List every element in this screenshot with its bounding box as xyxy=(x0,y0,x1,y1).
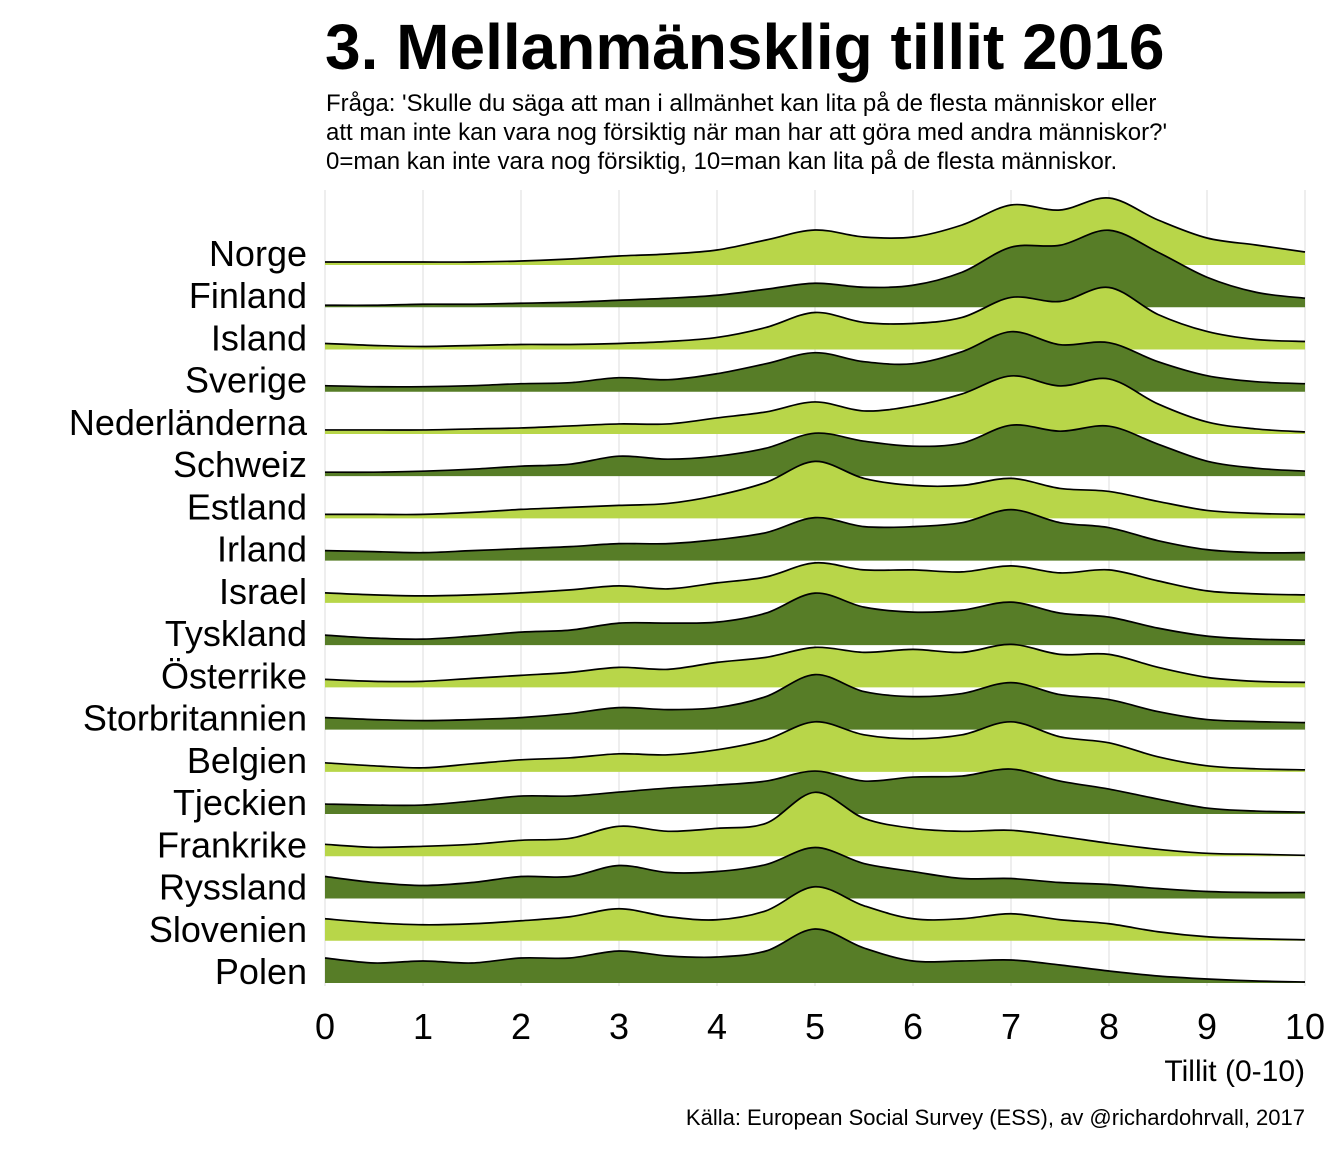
x-tick-label-1: 1 xyxy=(413,1006,433,1047)
ridge-outline-estland xyxy=(324,460,1306,516)
source-caption: Källa: European Social Survey (ESS), av … xyxy=(686,1105,1305,1130)
ridge-area-storbritannien xyxy=(325,674,1305,730)
country-label-tjeckien: Tjeckien xyxy=(173,782,307,823)
ridge-nederlanderna xyxy=(324,375,1306,434)
country-label-norge: Norge xyxy=(209,233,307,274)
country-label-slovenien: Slovenien xyxy=(149,909,307,950)
ridge-outline-tyskland xyxy=(324,592,1306,641)
chart-subtitle-line-2: att man inte kan vara nog försiktig när … xyxy=(326,119,1167,146)
country-label-storbritannien: Storbritannien xyxy=(83,698,307,739)
ridge-area-sverige xyxy=(325,331,1305,392)
ridge-israel xyxy=(324,561,1306,603)
ridge-outline-slovenien xyxy=(324,885,1306,941)
country-label-irland: Irland xyxy=(217,529,307,570)
x-axis-tick-labels: 0 1 2 3 4 5 6 7 8 9 10 xyxy=(315,1006,1325,1047)
ridge-sverige xyxy=(324,330,1306,392)
country-label-finland: Finland xyxy=(189,275,307,316)
country-label-tyskland: Tyskland xyxy=(165,613,307,654)
ridge-area-frankrike xyxy=(325,792,1305,857)
ridge-outline-sverige xyxy=(324,330,1306,388)
ridge-outline-osterrike xyxy=(324,643,1306,684)
ridge-outline-nederlanderna xyxy=(324,375,1306,433)
ridge-belgien xyxy=(324,720,1306,772)
ridge-outline-norge xyxy=(325,197,1306,263)
ridge-storbritannien xyxy=(324,673,1306,730)
x-axis-title: Tillit (0-10) xyxy=(1164,1055,1305,1088)
ridge-estland xyxy=(324,460,1306,519)
country-label-israel: Israel xyxy=(219,571,307,612)
ridge-island xyxy=(324,286,1306,350)
ridge-area-polen xyxy=(325,928,1305,983)
country-label-frankrike: Frankrike xyxy=(157,824,307,865)
country-label-polen: Polen xyxy=(215,951,307,992)
ridge-tyskland xyxy=(324,592,1306,646)
country-label-ryssland: Ryssland xyxy=(159,867,307,908)
chart-title: 3. Mellanmänsklig tillit 2016 xyxy=(325,11,1164,83)
ridge-outline-island xyxy=(324,286,1306,348)
ridge-frankrike xyxy=(324,791,1306,857)
ridge-area-estland xyxy=(325,461,1305,519)
x-tick-label-8: 8 xyxy=(1099,1006,1119,1047)
x-tick-label-6: 6 xyxy=(903,1006,923,1047)
ridge-outline-finland xyxy=(324,229,1306,307)
ridge-osterrike xyxy=(324,643,1306,688)
ridge-outline-tjeckien xyxy=(324,768,1306,813)
country-label-estland: Estland xyxy=(187,486,307,527)
ridge-outline-irland xyxy=(324,508,1306,554)
ridge-area-island xyxy=(325,287,1305,350)
x-tick-label-2: 2 xyxy=(511,1006,531,1047)
ridge-finland xyxy=(324,229,1306,308)
ridge-outline-belgien xyxy=(324,720,1306,771)
x-tick-label-4: 4 xyxy=(707,1006,727,1047)
ridge-area-tyskland xyxy=(325,593,1305,646)
country-label-sverige: Sverige xyxy=(185,360,307,401)
country-label-nederlanderna: Nederländerna xyxy=(69,402,308,443)
x-tick-label-9: 9 xyxy=(1197,1006,1217,1047)
ridge-area-schweiz xyxy=(325,424,1305,477)
ridge-outline-storbritannien xyxy=(324,673,1306,724)
ridges xyxy=(324,197,1306,983)
ridge-outline-ryssland xyxy=(324,846,1306,894)
ridge-area-finland xyxy=(325,230,1305,308)
ridge-area-slovenien xyxy=(325,886,1305,941)
ridge-outline-frankrike xyxy=(324,791,1306,857)
country-label-schweiz: Schweiz xyxy=(173,444,307,485)
ridge-ryssland xyxy=(324,846,1306,899)
ridge-outline-israel xyxy=(324,561,1306,597)
ridge-area-ryssland xyxy=(325,847,1305,899)
country-label-belgien: Belgien xyxy=(187,740,307,781)
country-label-osterrike: Österrike xyxy=(161,655,307,696)
ridge-slovenien xyxy=(324,885,1306,941)
ridge-area-belgien xyxy=(325,721,1305,772)
ridge-area-nederlanderna xyxy=(325,375,1305,434)
ridge-outline-polen xyxy=(324,928,1306,983)
ridge-outline-schweiz xyxy=(324,424,1306,474)
ridge-area-irland xyxy=(325,509,1305,561)
x-tick-label-10: 10 xyxy=(1285,1006,1325,1047)
country-labels: NorgeFinlandIslandSverigeNederländernaSc… xyxy=(69,233,308,992)
ridge-schweiz xyxy=(324,424,1306,477)
x-tick-label-0: 0 xyxy=(315,1006,335,1047)
chart-subtitle-line-1: Fråga: 'Skulle du säga att man i allmänh… xyxy=(326,90,1156,117)
x-tick-label-3: 3 xyxy=(609,1006,629,1047)
country-label-island: Island xyxy=(211,317,307,358)
ridge-polen xyxy=(324,928,1306,983)
chart-subtitle-line-3: 0=man kan inte vara nog försiktig, 10=ma… xyxy=(326,148,1117,175)
x-tick-label-7: 7 xyxy=(1001,1006,1021,1047)
x-tick-label-5: 5 xyxy=(805,1006,825,1047)
ridge-area-israel xyxy=(325,562,1305,603)
ridge-irland xyxy=(324,508,1306,561)
